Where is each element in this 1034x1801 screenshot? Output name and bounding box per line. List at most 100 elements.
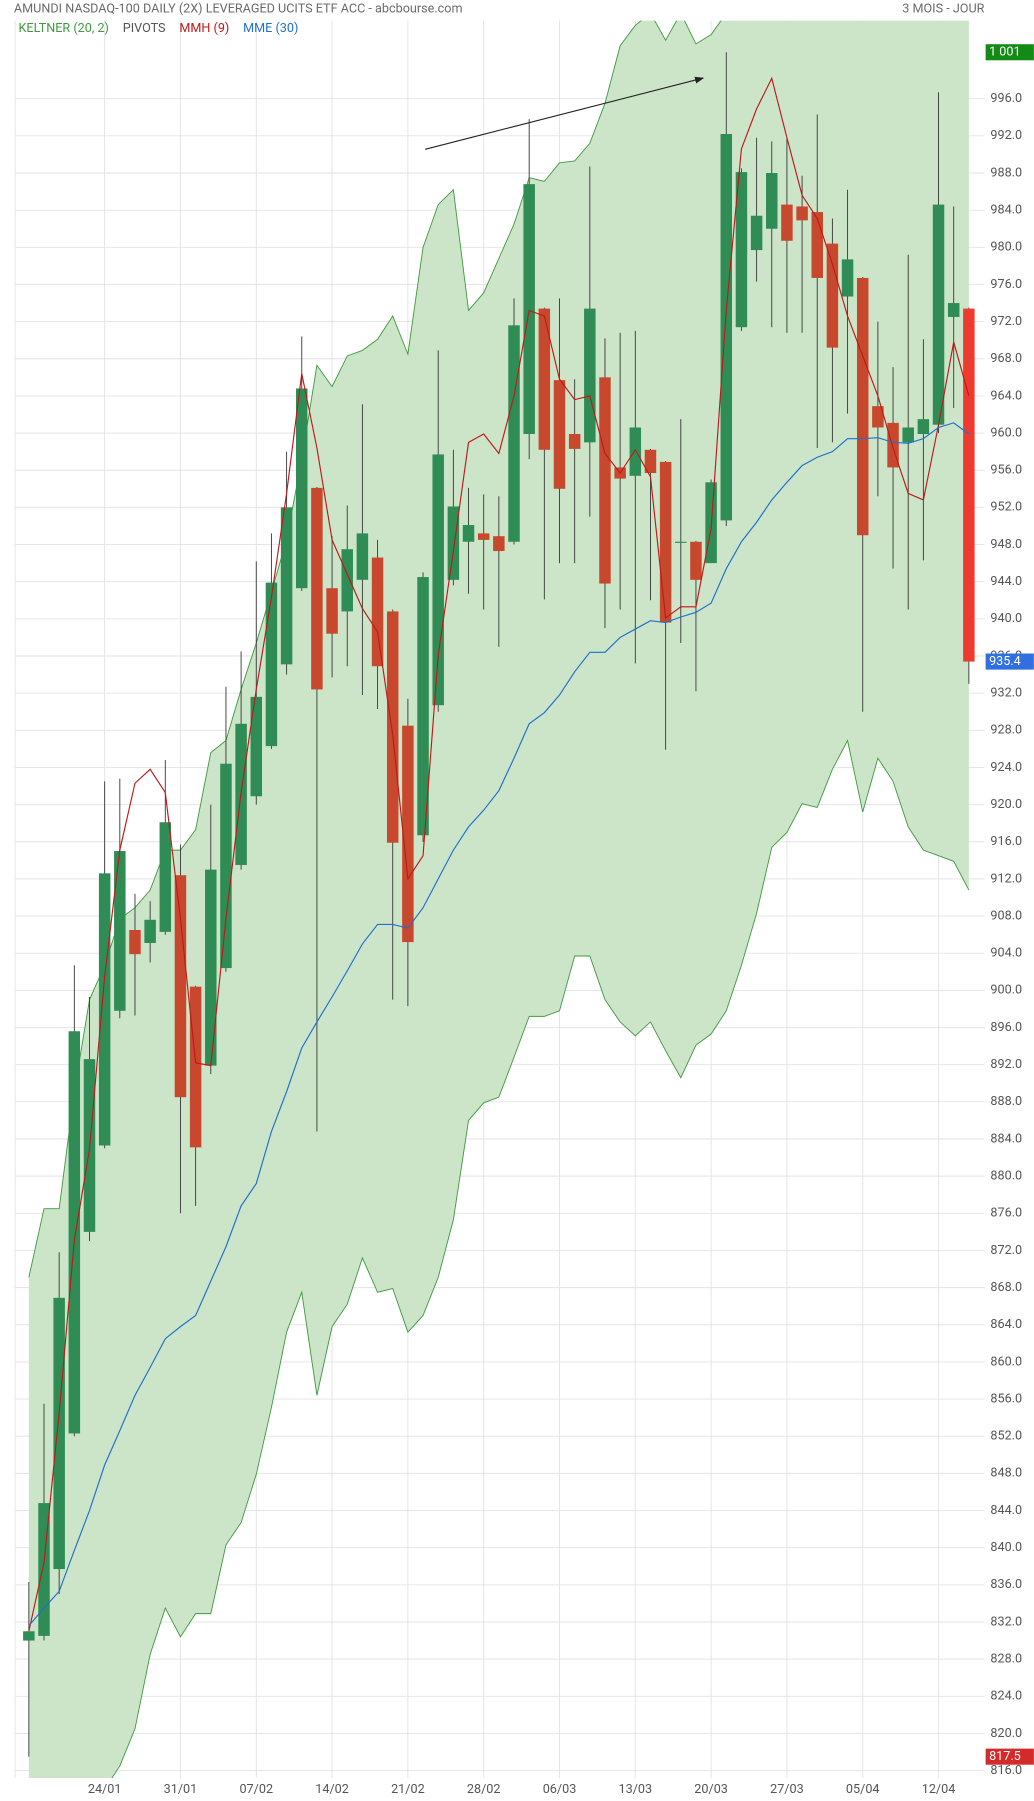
candle-body (296, 388, 308, 589)
candle-body (250, 696, 263, 797)
candle-body (811, 212, 823, 278)
candle-body (477, 533, 490, 540)
y-tick-label: 852.0 (990, 1429, 1022, 1444)
y-tick-label: 872.0 (990, 1243, 1022, 1258)
y-tick-label: 900.0 (990, 983, 1022, 998)
candle-body (23, 1631, 35, 1641)
y-tick-label: 956.0 (990, 463, 1022, 478)
y-tick-label: 840.0 (990, 1540, 1022, 1555)
candle-body (356, 533, 369, 580)
candle-body (568, 434, 581, 449)
indicator-line (28, 422, 970, 1627)
y-tick-label: 944.0 (990, 574, 1022, 589)
x-tick-label: 06/03 (543, 1782, 577, 1797)
y-tick-label: 864.0 (990, 1317, 1022, 1332)
candle-body (371, 557, 384, 667)
y-tick-label: 908.0 (990, 908, 1022, 923)
x-tick-label: 05/04 (846, 1782, 880, 1797)
candle-body (144, 919, 156, 944)
y-tick-label: 820.0 (990, 1726, 1022, 1741)
candle-body (417, 577, 429, 836)
candle-body (493, 536, 505, 552)
candle-body (311, 487, 323, 690)
candle-body (584, 308, 596, 443)
y-tick-label: 884.0 (990, 1131, 1022, 1146)
candle-body (644, 449, 657, 474)
y-tick-label: 940.0 (990, 611, 1022, 626)
x-tick-label: 28/02 (467, 1782, 501, 1797)
y-tick-label: 880.0 (990, 1168, 1022, 1183)
y-tick-label: 972.0 (990, 314, 1022, 329)
x-tick-label: 24/01 (88, 1782, 122, 1797)
y-tick-label: 916.0 (990, 834, 1022, 849)
y-tick-label: 836.0 (990, 1577, 1022, 1592)
y-tick-label: 848.0 (990, 1466, 1022, 1481)
keltner-band (28, 20, 969, 1779)
x-tick-label: 27/03 (770, 1782, 804, 1797)
y-tick-label: 996.0 (990, 91, 1022, 106)
price-tag (985, 1748, 1034, 1765)
price-tag (985, 44, 1034, 61)
axis: 816.0 820.0 824.0 828.0 832.0 836.0 840.0 844.0… (88, 44, 1034, 1797)
y-tick-label: 832.0 (990, 1614, 1022, 1629)
band-layer (28, 20, 970, 1779)
candle-body (326, 588, 338, 634)
y-tick-label: 856.0 (990, 1391, 1022, 1406)
y-tick-label: 888.0 (990, 1094, 1022, 1109)
y-tick-label: 932.0 (990, 685, 1022, 700)
price-tag-label: 935.4 (989, 654, 1021, 669)
candle-body (766, 173, 778, 229)
x-tick-label: 07/02 (239, 1782, 273, 1797)
candle-body (841, 259, 854, 297)
y-tick-label: 896.0 (990, 1020, 1022, 1035)
candle-body (341, 549, 353, 612)
y-tick-label: 988.0 (990, 165, 1022, 180)
candle-body (887, 422, 899, 468)
candle-body (432, 454, 444, 706)
y-tick-label: 964.0 (990, 388, 1022, 403)
chart-title: AMUNDI NASDAQ-100 DAILY (2X) LEVERAGED U… (14, 2, 463, 17)
candle-body (675, 541, 687, 543)
candle-body (553, 380, 566, 489)
y-tick-label: 928.0 (990, 723, 1022, 738)
y-tick-label: 828.0 (990, 1651, 1022, 1666)
keltner-lower (111, 739, 970, 1779)
y-tick-label: 912.0 (990, 871, 1022, 886)
candle-body (750, 215, 763, 251)
legend-item: KELTNER (20, 2) (19, 21, 109, 36)
candle-body (280, 507, 293, 665)
y-tick-label: 876.0 (990, 1206, 1022, 1221)
candle-body (523, 184, 535, 435)
candle-body (174, 875, 187, 1098)
price-tag-label: 817.5 (989, 1749, 1021, 1764)
candle-body (720, 133, 733, 521)
keltner-upper (28, 20, 722, 1278)
candle-body (917, 419, 930, 435)
candle-body (53, 1297, 65, 1570)
candle-body (447, 506, 460, 580)
candle-body (735, 172, 748, 328)
y-tick-label: 844.0 (990, 1503, 1022, 1518)
x-tick-label: 20/03 (694, 1782, 728, 1797)
candle-body (159, 822, 172, 932)
indicator-line (28, 76, 970, 1632)
price-tag-label: 1 001 (989, 45, 1021, 60)
candle-body (508, 325, 520, 542)
x-tick-label: 13/03 (619, 1782, 653, 1797)
y-tick-label: 968.0 (990, 351, 1022, 366)
candle-body (947, 303, 960, 317)
candle-body (781, 204, 793, 241)
candle-body (205, 869, 217, 1066)
candle-body (189, 986, 202, 1148)
legend-item: PIVOTS (123, 21, 166, 36)
y-tick-label: 816.0 (990, 1763, 1022, 1778)
candle-body (129, 930, 141, 955)
candle-body (856, 277, 869, 536)
candle-body (690, 541, 702, 580)
x-tick-label: 14/02 (315, 1782, 349, 1797)
y-tick-label: 904.0 (990, 946, 1022, 961)
candle-body (629, 427, 642, 476)
y-tick-label: 824.0 (990, 1689, 1022, 1704)
candle-body (963, 308, 975, 662)
